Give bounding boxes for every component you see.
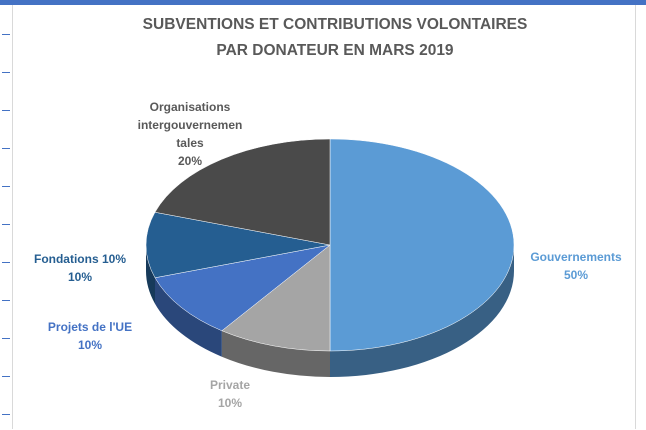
- margin-mark: [2, 34, 10, 35]
- slice-side: [146, 245, 156, 304]
- category-label: Fondations 10%: [33, 252, 126, 266]
- slice-side: [221, 330, 330, 377]
- margin-mark: [2, 186, 10, 187]
- slice-side: [330, 245, 514, 377]
- margin-mark: [2, 262, 10, 263]
- category-label: Private: [209, 378, 251, 392]
- margin-mark: [2, 148, 10, 149]
- slice-label: Organisations intergouvernementales 20%: [136, 98, 244, 170]
- margin-mark: [2, 338, 10, 339]
- margin-mark: [2, 300, 10, 301]
- slice-label: Projets de l'UE 10%: [30, 318, 150, 354]
- margin-mark: [2, 72, 10, 73]
- slice-side: [155, 277, 222, 357]
- margin-mark: [2, 376, 10, 377]
- pie-slice: [154, 138, 331, 246]
- chart-title: SUBVENTIONS ET CONTRIBUTIONS VOLONTAIRES…: [142, 16, 528, 59]
- pie-slice: [154, 244, 331, 332]
- slice-label: Private 10%: [190, 376, 270, 412]
- category-label: Organisations intergouvernementales: [137, 100, 243, 150]
- margin-mark: [2, 110, 10, 111]
- top-bar: [0, 0, 646, 5]
- category-label: Gouvernements: [530, 250, 622, 264]
- value-label: 10%: [67, 270, 93, 284]
- value-label: 50%: [563, 268, 589, 282]
- value-label: 10%: [77, 338, 103, 352]
- value-label: 10%: [217, 396, 243, 410]
- pie-slice: [329, 138, 515, 352]
- pie-slice: [221, 244, 331, 352]
- slice-label: Fondations 10% 10%: [15, 250, 145, 286]
- margin-mark: [2, 414, 10, 415]
- pie-slice: [145, 211, 331, 279]
- value-label: 20%: [177, 154, 203, 168]
- margin-mark: [2, 224, 10, 225]
- chart-area: [12, 5, 636, 429]
- slice-label: Gouvernements 50%: [516, 248, 636, 284]
- category-label: Projets de l'UE: [47, 320, 133, 334]
